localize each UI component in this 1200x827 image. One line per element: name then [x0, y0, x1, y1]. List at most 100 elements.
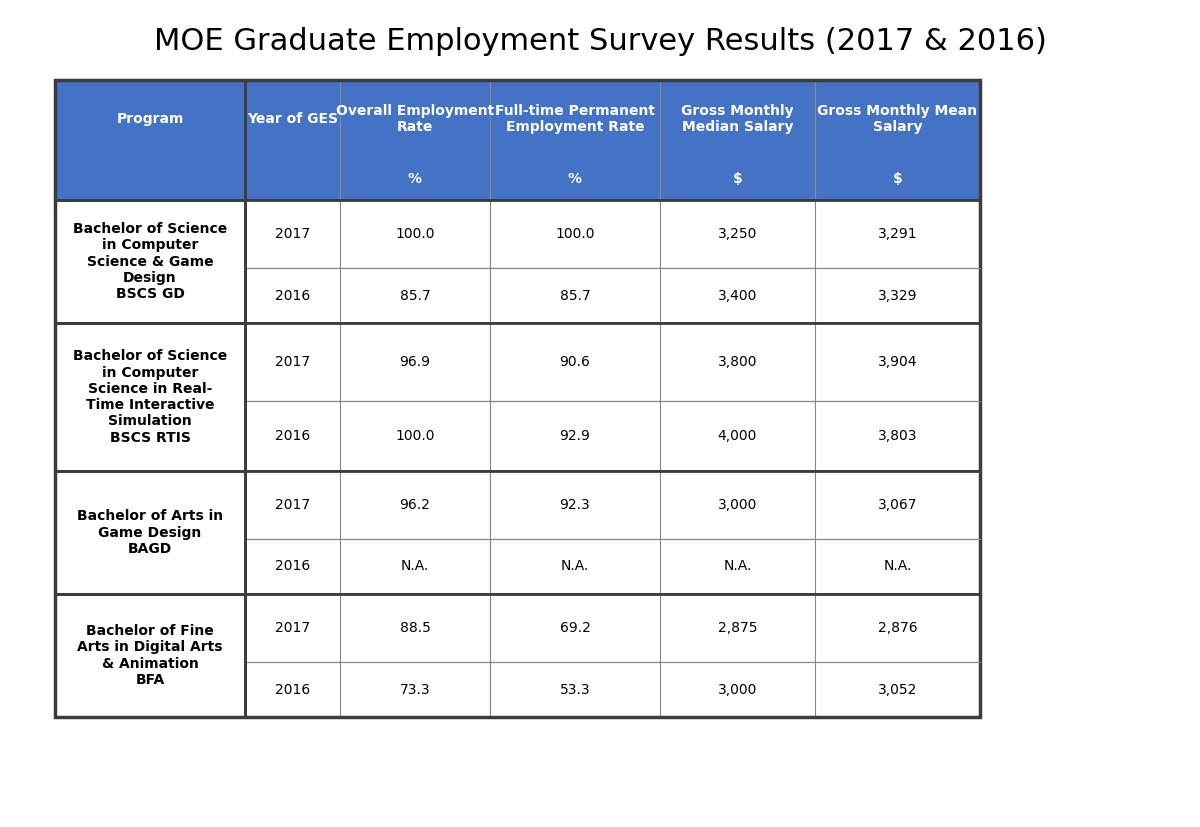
- Text: 2,876: 2,876: [877, 621, 917, 635]
- Text: 3,400: 3,400: [718, 289, 757, 303]
- Bar: [815, 200, 980, 268]
- Bar: [815, 594, 980, 662]
- Bar: [815, 662, 980, 717]
- Text: %: %: [408, 172, 422, 186]
- Bar: [55, 594, 980, 717]
- Text: 85.7: 85.7: [400, 289, 431, 303]
- Text: 100.0: 100.0: [395, 429, 434, 443]
- Bar: [660, 80, 815, 200]
- Text: 88.5: 88.5: [400, 621, 431, 635]
- Text: 3,329: 3,329: [877, 289, 917, 303]
- Bar: [55, 594, 245, 717]
- Text: Bachelor of Fine
Arts in Digital Arts
& Animation
BFA: Bachelor of Fine Arts in Digital Arts & …: [77, 624, 223, 686]
- Text: 53.3: 53.3: [559, 682, 590, 696]
- Text: Bachelor of Science
in Computer
Science in Real-
Time Interactive
Simulation
BSC: Bachelor of Science in Computer Science …: [73, 350, 227, 444]
- Text: 3,904: 3,904: [877, 355, 917, 369]
- Bar: [340, 471, 490, 539]
- Bar: [815, 80, 980, 200]
- Text: 69.2: 69.2: [559, 621, 590, 635]
- Bar: [55, 200, 245, 323]
- Text: 2016: 2016: [275, 429, 310, 443]
- Text: 96.9: 96.9: [400, 355, 431, 369]
- Text: Full-time Permanent
Employment Rate: Full-time Permanent Employment Rate: [496, 104, 655, 134]
- Text: Year of GES: Year of GES: [247, 112, 338, 126]
- Text: 100.0: 100.0: [395, 227, 434, 241]
- Text: 3,067: 3,067: [877, 498, 917, 512]
- Bar: [55, 80, 245, 200]
- Bar: [660, 539, 815, 594]
- Bar: [660, 401, 815, 471]
- Text: 3,000: 3,000: [718, 498, 757, 512]
- Text: 85.7: 85.7: [559, 289, 590, 303]
- Text: 3,250: 3,250: [718, 227, 757, 241]
- Text: 100.0: 100.0: [556, 227, 595, 241]
- Text: 2017: 2017: [275, 355, 310, 369]
- Bar: [245, 401, 340, 471]
- Text: N.A.: N.A.: [724, 560, 751, 573]
- Text: 4,000: 4,000: [718, 429, 757, 443]
- Text: 2016: 2016: [275, 682, 310, 696]
- Bar: [55, 471, 245, 594]
- Text: 2017: 2017: [275, 227, 310, 241]
- Bar: [660, 268, 815, 323]
- Bar: [340, 323, 490, 401]
- Text: 3,052: 3,052: [878, 682, 917, 696]
- Bar: [815, 401, 980, 471]
- Text: N.A.: N.A.: [560, 560, 589, 573]
- Bar: [660, 662, 815, 717]
- Text: $: $: [733, 172, 743, 186]
- Bar: [815, 80, 980, 200]
- Text: 2,875: 2,875: [718, 621, 757, 635]
- Bar: [245, 471, 340, 539]
- Bar: [55, 323, 245, 471]
- Bar: [490, 662, 660, 717]
- Bar: [340, 200, 490, 268]
- Bar: [245, 268, 340, 323]
- Text: Gross Monthly Mean
Salary: Gross Monthly Mean Salary: [817, 104, 978, 134]
- Bar: [490, 268, 660, 323]
- Text: Bachelor of Science
in Computer
Science & Game
Design
BSCS GD: Bachelor of Science in Computer Science …: [73, 222, 227, 301]
- Bar: [815, 268, 980, 323]
- Bar: [340, 80, 490, 200]
- Bar: [55, 471, 980, 594]
- Text: 3,803: 3,803: [877, 429, 917, 443]
- Text: Overall Employment
Rate: Overall Employment Rate: [336, 104, 494, 134]
- Bar: [55, 80, 980, 200]
- Bar: [55, 80, 980, 717]
- Text: MOE Graduate Employment Survey Results (2017 & 2016): MOE Graduate Employment Survey Results (…: [154, 27, 1046, 56]
- Bar: [490, 80, 660, 200]
- Bar: [490, 594, 660, 662]
- Bar: [490, 539, 660, 594]
- Bar: [245, 80, 340, 200]
- Text: Program: Program: [116, 112, 184, 126]
- Text: Gross Monthly
Median Salary: Gross Monthly Median Salary: [682, 104, 794, 134]
- Bar: [490, 401, 660, 471]
- Bar: [245, 662, 340, 717]
- Bar: [815, 471, 980, 539]
- Bar: [340, 401, 490, 471]
- Bar: [55, 323, 980, 471]
- Text: 90.6: 90.6: [559, 355, 590, 369]
- Bar: [340, 594, 490, 662]
- Bar: [490, 323, 660, 401]
- Bar: [815, 539, 980, 594]
- Text: 3,000: 3,000: [718, 682, 757, 696]
- Text: 2016: 2016: [275, 560, 310, 573]
- Bar: [55, 323, 245, 471]
- Text: 2016: 2016: [275, 289, 310, 303]
- Text: 2017: 2017: [275, 621, 310, 635]
- Bar: [660, 594, 815, 662]
- Bar: [660, 323, 815, 401]
- Text: 2017: 2017: [275, 498, 310, 512]
- Bar: [245, 80, 340, 200]
- Bar: [490, 471, 660, 539]
- Text: $: $: [893, 172, 902, 186]
- Text: N.A.: N.A.: [883, 560, 912, 573]
- Bar: [490, 80, 660, 200]
- Bar: [660, 80, 815, 200]
- Text: 3,291: 3,291: [877, 227, 917, 241]
- Text: N.A.: N.A.: [401, 560, 430, 573]
- Text: 92.3: 92.3: [559, 498, 590, 512]
- Bar: [660, 471, 815, 539]
- Bar: [340, 662, 490, 717]
